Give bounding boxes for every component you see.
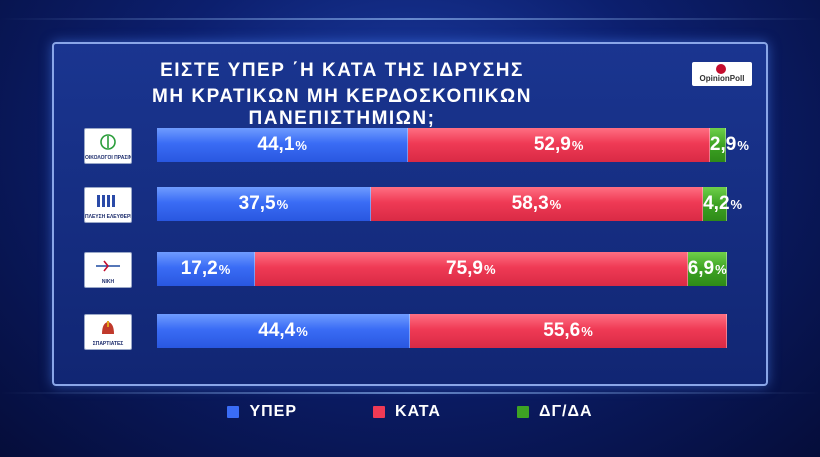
bar-yes: 17,2% (157, 252, 255, 286)
bar-dk: 2,9% (709, 128, 749, 162)
percent-sign: % (571, 138, 584, 153)
percent-sign: % (581, 324, 593, 339)
spartiates-logo: ΣΠΑΡΤΙΑΤΕΣ (84, 314, 132, 350)
percent-sign: % (296, 324, 308, 339)
niki-logo: ΝΙΚΗ (84, 252, 132, 288)
legend-item-no: ΚΑΤΑ (373, 402, 441, 422)
legend-label-yes: ΥΠΕΡ (249, 403, 298, 420)
legend: ΥΠΕΡ ΚΑΤΑ ΔΓ/ΔΑ (0, 402, 820, 422)
data-label: 4,2% (703, 193, 743, 214)
percent-sign: % (276, 197, 289, 212)
legend-swatch-no (373, 406, 386, 418)
chart-title-line-1: ΕΙΣΤΕ ΥΠΕΡ ΄Η ΚΑΤΑ ΤΗΣ ΙΔΡΥΣΗΣ (160, 60, 524, 81)
bar-no: 52,9% (408, 128, 710, 162)
bar-yes: 37,5% (157, 187, 371, 221)
bar-no: 55,6% (410, 314, 727, 348)
party-logo-label: ΟΙΚΟΛΟΓΟΙ ΠΡΑΣΙΝΟΙ (85, 155, 132, 161)
chart-title-line-2: ΜΗ ΚΡΑΤΙΚΩΝ ΜΗ ΚΕΡΔΟΣΚΟΠΙΚΩΝ ΠΑΝΕΠΙΣΤΗΜΙ… (152, 86, 532, 129)
background-glow-line (0, 18, 820, 20)
data-label: 75,9% (446, 258, 496, 279)
percent-sign: % (730, 197, 743, 212)
percent-sign: % (484, 262, 496, 277)
data-label: 6,9% (687, 258, 727, 279)
background-glow-line (0, 392, 820, 394)
data-label: 37,5% (238, 193, 289, 214)
plefsi-eleftherias-logo-icon (95, 193, 121, 214)
party-logo-label: ΝΙΚΗ (101, 279, 115, 285)
niki-logo-icon (94, 258, 122, 279)
ecologists-greens-logo-icon (99, 134, 117, 155)
percent-sign: % (218, 262, 231, 277)
legend-swatch-dk (516, 406, 529, 418)
percent-sign: % (715, 262, 727, 277)
legend-item-yes: ΥΠΕΡ (227, 402, 297, 422)
opinionpoll-logo: OpinionPoll (692, 62, 752, 86)
plefsi-eleftherias-logo: ΠΛΕΥΣΗ ΕΛΕΥΘΕΡΙΑΣ (84, 187, 132, 223)
bar-yes: 44,1% (157, 128, 409, 162)
spartiates-logo-icon (99, 320, 117, 341)
party-logo-label: ΠΛΕΥΣΗ ΕΛΕΥΘΕΡΙΑΣ (85, 214, 131, 220)
data-label: 44,1% (257, 134, 307, 155)
bar-dk: 6,9% (687, 252, 727, 286)
data-label: 17,2% (180, 258, 231, 279)
opinionpoll-logo-text: OpinionPoll (699, 74, 745, 83)
ecologists-greens-logo: ΟΙΚΟΛΟΓΟΙ ΠΡΑΣΙΝΟΙ (84, 128, 132, 164)
data-label: 44,4% (258, 320, 308, 341)
data-label: 58,3% (511, 193, 562, 214)
bar-yes: 44,4% (157, 314, 411, 348)
data-label: 2,9% (709, 134, 749, 155)
opinionpoll-logo-icon (716, 64, 726, 74)
legend-label-no: ΚΑΤΑ (395, 403, 441, 420)
percent-sign: % (549, 197, 562, 212)
percent-sign: % (737, 138, 749, 153)
legend-label-dk: ΔΓ/ΔΑ (538, 403, 593, 420)
bar-no: 58,3% (370, 187, 704, 221)
legend-item-dk: ΔΓ/ΔΑ (516, 402, 593, 422)
data-label: 52,9% (533, 134, 584, 155)
bar-no: 75,9% (255, 252, 688, 286)
party-logo-label: ΣΠΑΡΤΙΑΤΕΣ (92, 341, 124, 347)
percent-sign: % (295, 138, 307, 153)
legend-swatch-yes (227, 406, 240, 418)
data-label: 55,6% (543, 320, 593, 341)
bar-dk: 4,2% (703, 187, 742, 221)
